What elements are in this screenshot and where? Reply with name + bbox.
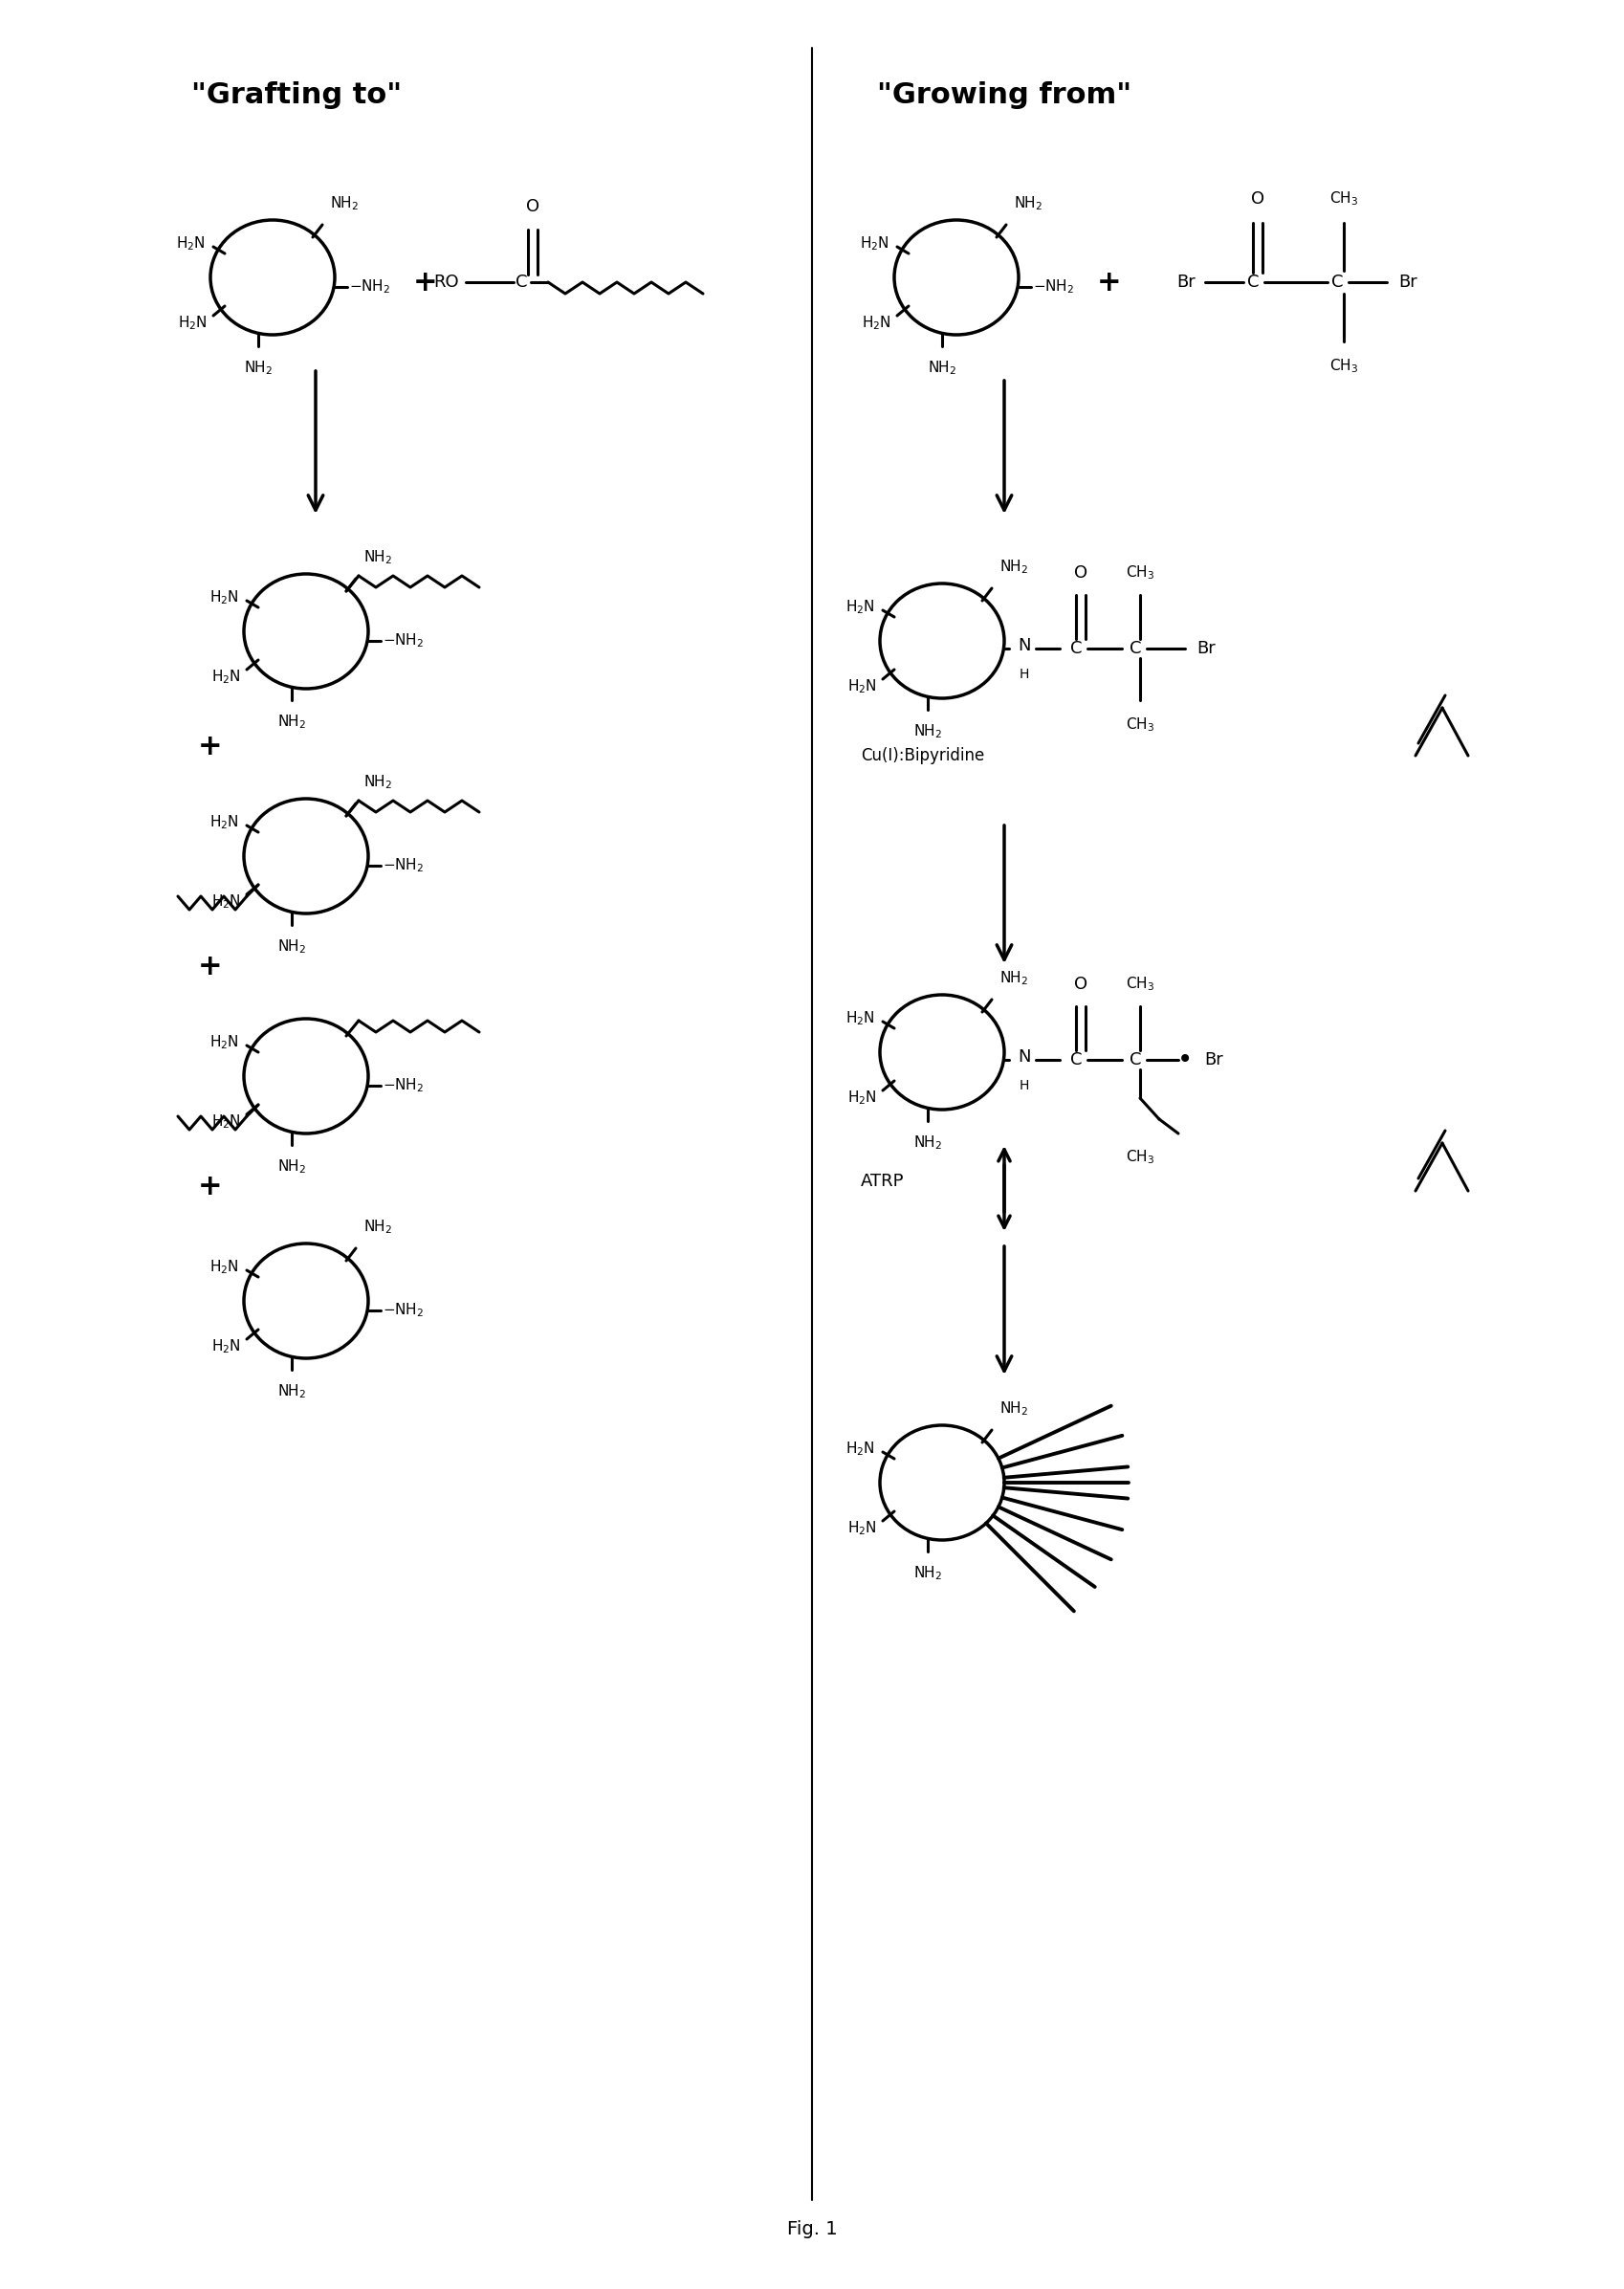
Text: C: C	[1247, 275, 1259, 291]
Text: $-$NH$_2$: $-$NH$_2$	[383, 1302, 424, 1318]
Text: NH$_2$: NH$_2$	[999, 968, 1028, 987]
Text: NH$_2$: NH$_2$	[330, 195, 359, 213]
Text: +: +	[1098, 268, 1122, 295]
Text: $-$NH$_2$: $-$NH$_2$	[383, 632, 424, 650]
Text: C: C	[1070, 641, 1082, 657]
Text: ATRP: ATRP	[861, 1172, 905, 1190]
Text: H$_2$N: H$_2$N	[846, 597, 875, 616]
Text: H$_2$N: H$_2$N	[209, 1259, 239, 1277]
Text: CH$_3$: CH$_3$	[1330, 357, 1358, 375]
Text: H$_2$N: H$_2$N	[211, 893, 240, 911]
Text: CH$_3$: CH$_3$	[1125, 975, 1155, 993]
Text: O: O	[1073, 975, 1088, 993]
Text: H$_2$N: H$_2$N	[179, 314, 208, 332]
Text: NH$_2$: NH$_2$	[913, 723, 942, 739]
Text: C: C	[515, 275, 528, 291]
Text: $-$NH$_2$: $-$NH$_2$	[349, 277, 390, 295]
Text: NH$_2$: NH$_2$	[278, 938, 307, 955]
Text: Cu(I):Bipyridine: Cu(I):Bipyridine	[861, 746, 984, 765]
Text: H: H	[1020, 668, 1030, 682]
Text: NH$_2$: NH$_2$	[999, 559, 1028, 577]
Text: Br: Br	[1197, 641, 1215, 657]
Text: +: +	[198, 952, 222, 980]
Text: $-$NH$_2$: $-$NH$_2$	[1033, 277, 1073, 295]
Text: C: C	[1332, 275, 1343, 291]
Text: Br: Br	[1398, 275, 1418, 291]
Text: "Grafting to": "Grafting to"	[192, 82, 401, 110]
Text: "Growing from": "Growing from"	[877, 82, 1132, 110]
Text: H$_2$N: H$_2$N	[211, 1337, 240, 1355]
Text: NH$_2$: NH$_2$	[278, 1383, 307, 1401]
Text: N: N	[1018, 636, 1031, 655]
Text: H$_2$N: H$_2$N	[209, 588, 239, 607]
Text: O: O	[1073, 565, 1088, 581]
Text: CH$_3$: CH$_3$	[1125, 1147, 1155, 1165]
Text: CH$_3$: CH$_3$	[1330, 190, 1358, 208]
Text: H: H	[1020, 1078, 1030, 1092]
Text: +: +	[198, 732, 222, 760]
Text: O: O	[526, 199, 539, 215]
Text: $-$NH$_2$: $-$NH$_2$	[383, 1076, 424, 1094]
Text: •: •	[1177, 1046, 1192, 1074]
Text: H$_2$N: H$_2$N	[209, 1035, 239, 1051]
Text: Br: Br	[1203, 1051, 1223, 1069]
Text: NH$_2$: NH$_2$	[927, 359, 957, 378]
Text: +: +	[198, 1172, 222, 1199]
Text: CH$_3$: CH$_3$	[1125, 563, 1155, 581]
Text: NH$_2$: NH$_2$	[1013, 195, 1043, 213]
Text: H$_2$N: H$_2$N	[177, 236, 206, 252]
Text: +: +	[414, 268, 438, 295]
Text: NH$_2$: NH$_2$	[913, 1563, 942, 1582]
Text: NH$_2$: NH$_2$	[364, 1218, 393, 1236]
Text: NH$_2$: NH$_2$	[364, 549, 393, 565]
Text: H$_2$N: H$_2$N	[209, 813, 239, 831]
Text: O: O	[1250, 190, 1265, 208]
Text: RO: RO	[434, 275, 460, 291]
Text: C: C	[1070, 1051, 1082, 1069]
Text: NH$_2$: NH$_2$	[364, 774, 393, 792]
Text: H$_2$N: H$_2$N	[211, 668, 240, 687]
Text: H$_2$N: H$_2$N	[848, 678, 877, 696]
Text: H$_2$N: H$_2$N	[861, 236, 890, 252]
Text: NH$_2$: NH$_2$	[278, 1158, 307, 1174]
Text: H$_2$N: H$_2$N	[848, 1090, 877, 1108]
Text: H$_2$N: H$_2$N	[862, 314, 892, 332]
Text: C: C	[1129, 1051, 1142, 1069]
Text: NH$_2$: NH$_2$	[244, 359, 273, 378]
Text: NH$_2$: NH$_2$	[999, 1399, 1028, 1417]
Text: N: N	[1018, 1048, 1031, 1067]
Text: Br: Br	[1177, 275, 1195, 291]
Text: Fig. 1: Fig. 1	[788, 2220, 836, 2239]
Text: C: C	[1129, 641, 1142, 657]
Text: H$_2$N: H$_2$N	[211, 1112, 240, 1131]
Text: NH$_2$: NH$_2$	[913, 1133, 942, 1151]
Text: H$_2$N: H$_2$N	[846, 1440, 875, 1458]
Text: CH$_3$: CH$_3$	[1125, 716, 1155, 732]
Text: H$_2$N: H$_2$N	[848, 1520, 877, 1538]
Text: H$_2$N: H$_2$N	[846, 1009, 875, 1028]
Text: NH$_2$: NH$_2$	[278, 712, 307, 730]
Text: $-$NH$_2$: $-$NH$_2$	[383, 856, 424, 874]
